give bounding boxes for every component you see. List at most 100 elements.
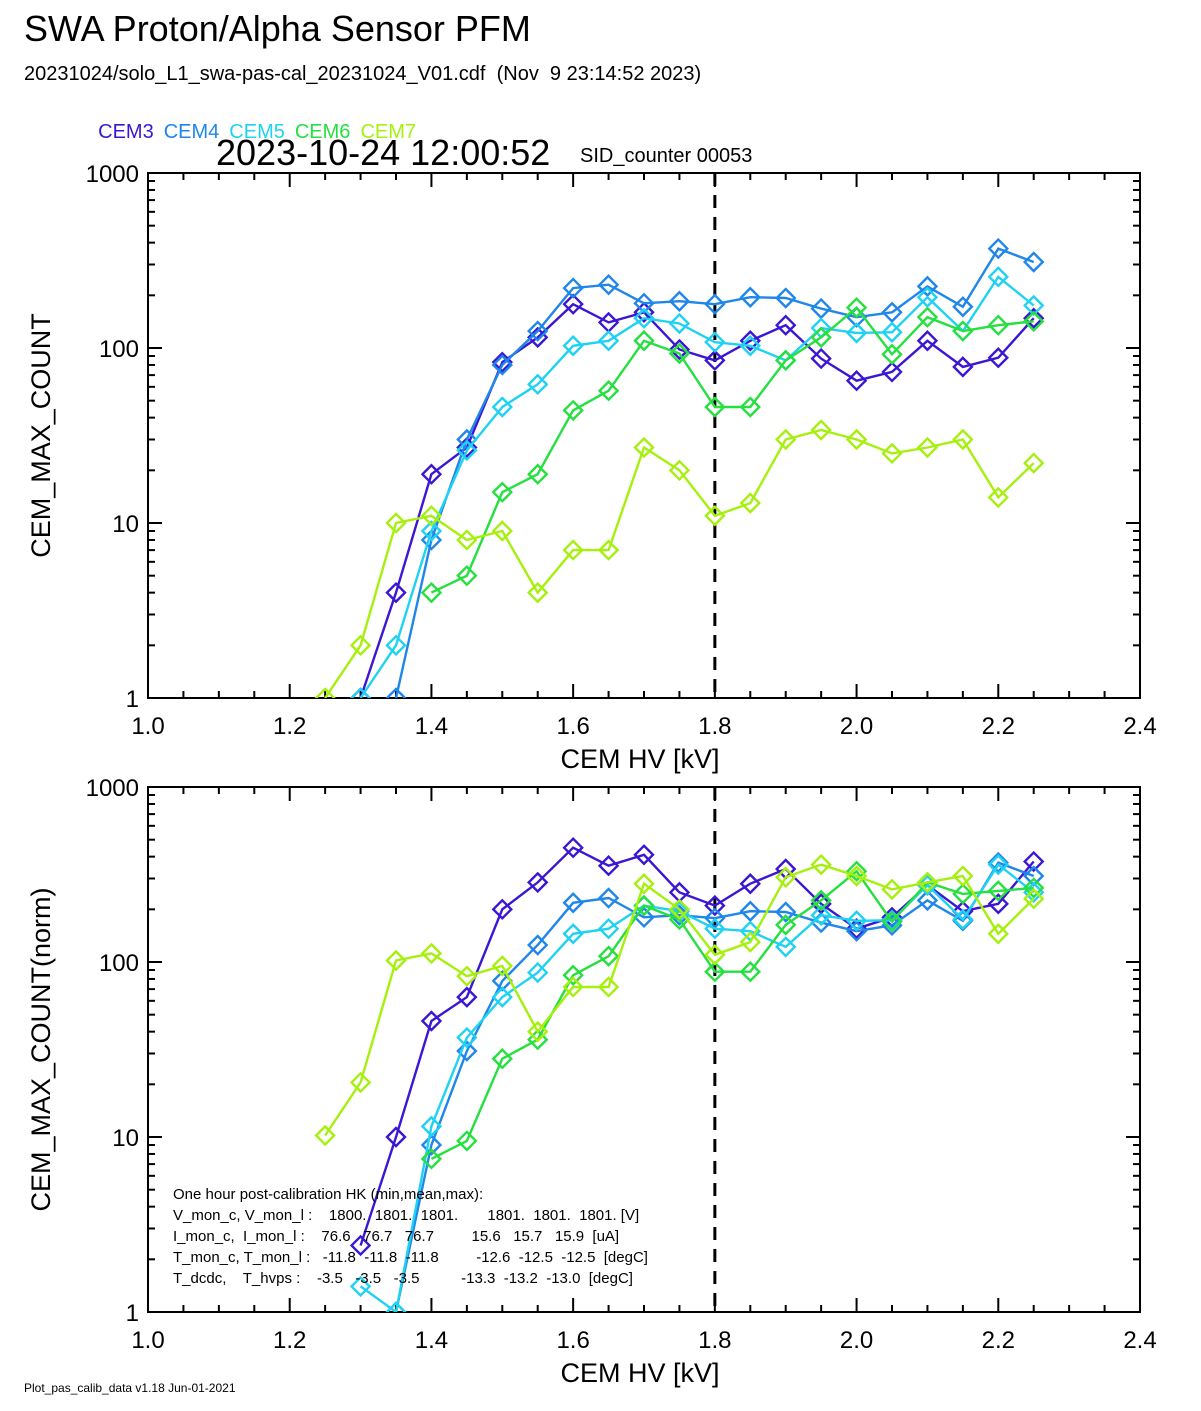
data-point-cem3 <box>597 855 620 877</box>
data-point-cem6 <box>775 914 797 936</box>
data-point-cem7 <box>881 878 903 901</box>
data-point-cem7 <box>597 976 620 998</box>
data-point-cem7 <box>491 520 513 542</box>
data-point-cem6 <box>562 964 584 986</box>
data-point-cem6 <box>775 349 797 372</box>
series-line-cem5 <box>359 862 1035 1312</box>
x-axis-title: CEM HV [kV] <box>560 744 719 774</box>
data-point-cem6 <box>420 581 443 604</box>
data-point-cem5 <box>633 307 655 329</box>
data-point-cem5 <box>420 520 443 542</box>
data-point-cem3 <box>562 293 584 315</box>
data-point-cem5 <box>881 321 903 343</box>
y-tick-label: 10 <box>112 511 139 538</box>
data-point-cem4 <box>845 920 868 942</box>
y-tick-label: 10 <box>112 1125 139 1152</box>
data-point-cem7 <box>987 923 1009 945</box>
data-point-cem7 <box>881 442 903 465</box>
data-point-cem5 <box>775 936 797 958</box>
data-point-cem7 <box>916 871 939 894</box>
data-point-cem4 <box>881 301 903 323</box>
data-point-cem7 <box>1023 888 1045 910</box>
data-point-cem7 <box>952 428 974 451</box>
x-tick-label: 2.0 <box>840 1327 873 1354</box>
data-point-cem5 <box>704 331 726 353</box>
data-point-cem6 <box>739 396 761 418</box>
data-point-cem3 <box>562 836 584 859</box>
data-point-cem3 <box>385 581 407 604</box>
data-point-cem6 <box>456 1130 478 1152</box>
data-point-cem4 <box>597 887 620 909</box>
footer-version: Plot_pas_calib_data v1.18 Jun-01-2021 <box>24 1381 236 1395</box>
data-point-cem6 <box>810 326 832 349</box>
data-point-cem7 <box>349 1071 372 1094</box>
hk-row: V_mon_c, V_mon_l : 1800. 1801. 1801. 180… <box>173 1207 639 1224</box>
data-point-cem7 <box>739 492 761 514</box>
x-tick-label: 1.6 <box>556 713 589 740</box>
data-point-cem5 <box>349 1275 372 1298</box>
data-point-cem6 <box>668 342 691 365</box>
series-line-cem5 <box>359 275 1035 698</box>
data-point-cem4 <box>527 934 549 956</box>
data-point-cem5 <box>527 373 549 396</box>
data-point-cem5 <box>456 439 478 462</box>
data-point-cem6 <box>456 564 478 587</box>
data-point-cem3 <box>349 1234 372 1257</box>
series-group <box>314 237 1045 698</box>
data-point-cem4 <box>527 320 549 342</box>
data-point-cem5 <box>527 961 549 984</box>
data-point-cem3 <box>633 301 655 323</box>
x-tick-label: 1.2 <box>273 1327 306 1354</box>
y-tick-label: 1 <box>126 1300 139 1327</box>
data-point-cem7 <box>349 634 372 657</box>
y-tick-label: 1000 <box>86 775 139 802</box>
data-point-cem4 <box>562 277 584 299</box>
data-point-cem3 <box>810 347 832 370</box>
data-point-cem5 <box>810 904 832 926</box>
data-point-cem4 <box>491 354 513 376</box>
data-point-cem6 <box>491 1048 513 1070</box>
data-point-cem3 <box>739 873 761 895</box>
data-point-cem5 <box>491 986 513 1008</box>
x-tick-label: 2.4 <box>1123 1327 1156 1354</box>
data-point-cem4 <box>456 428 478 451</box>
data-point-cem7 <box>420 505 443 527</box>
data-point-cem5 <box>491 396 513 418</box>
data-point-cem4 <box>562 892 584 914</box>
data-point-cem6 <box>881 910 903 933</box>
data-point-cem6 <box>704 396 726 418</box>
data-point-cem5 <box>597 330 620 352</box>
legend-item-cem4: CEM4 <box>163 121 220 143</box>
data-point-cem7 <box>420 942 443 965</box>
data-point-cem4 <box>420 1134 443 1156</box>
data-point-cem6 <box>987 314 1009 336</box>
data-point-cem4 <box>385 687 407 698</box>
data-point-cem7 <box>385 949 407 972</box>
data-point-cem4 <box>1023 251 1045 273</box>
data-point-cem6 <box>704 961 726 983</box>
data-point-cem6 <box>527 1028 549 1051</box>
data-point-cem7 <box>916 436 939 459</box>
data-point-cem7 <box>739 931 761 953</box>
series-line-cem7 <box>324 863 1035 1137</box>
x-tick-label: 1.8 <box>698 1327 731 1354</box>
data-point-cem4 <box>597 274 620 296</box>
data-point-cem3 <box>952 356 974 378</box>
x-tick-label: 2.2 <box>982 713 1015 740</box>
data-point-cem6 <box>1023 877 1045 899</box>
data-point-cem7 <box>314 1124 336 1147</box>
data-point-cem6 <box>420 1148 443 1170</box>
data-point-cem3 <box>845 917 868 940</box>
data-point-cem5 <box>456 1026 478 1049</box>
chart-panel-2: 1.0 1.2 1.4 1.6 1.8 2.0 2.2 2.4 1 10 100 1000 CEM HV… <box>26 775 1157 1388</box>
data-point-cem7 <box>704 505 726 527</box>
data-point-cem7 <box>491 955 513 977</box>
data-point-cem3 <box>527 871 549 894</box>
page-title: SWA Proton/Alpha Sensor PFM <box>24 8 531 49</box>
data-point-cem7 <box>633 436 655 459</box>
timestamp: 2023-10-24 12:00:52 <box>216 132 551 173</box>
data-point-cem6 <box>952 320 974 342</box>
data-point-cem3 <box>1023 850 1045 873</box>
data-point-cem4 <box>952 296 974 318</box>
series-group <box>314 836 1045 1312</box>
